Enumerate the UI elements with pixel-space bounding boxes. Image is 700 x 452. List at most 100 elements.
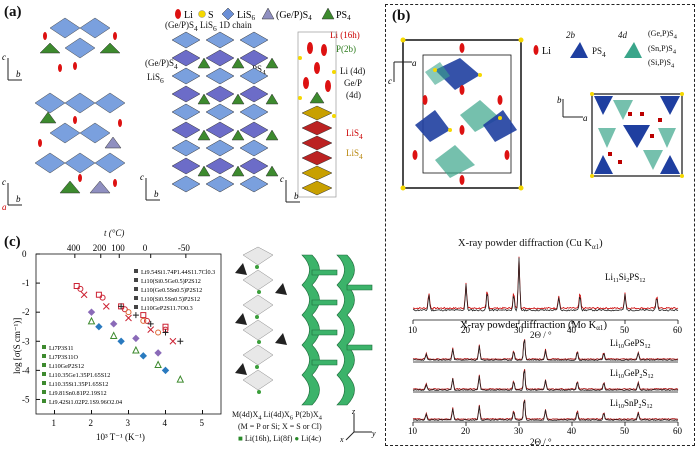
legend-right-item: Li10(Si0.5Sn0.5)P2S12 [141, 296, 200, 303]
lis6-octahedron [171, 175, 201, 193]
xrd-trace [412, 257, 679, 312]
data-point [117, 337, 125, 345]
svg-text:x: x [340, 435, 344, 444]
ps4-tetrahedron [197, 57, 211, 69]
xrd-cu-plot: 10 20 30 40 50 60 Li11Si2PS12 [408, 256, 683, 335]
xrd-mo-tick: 20 [461, 426, 471, 436]
structure-a-left [34, 17, 126, 194]
data-point [140, 312, 147, 319]
xrd-mo-tick: 40 [567, 426, 577, 436]
xrd-mo-sample: Li10GeP2S12 [610, 368, 654, 380]
axes-a-left-top: b c [2, 52, 22, 81]
svg-text:c: c [280, 174, 284, 184]
structure-a-right [297, 31, 337, 198]
data-point [169, 337, 177, 345]
data-point [87, 316, 96, 325]
svg-text:b: b [16, 194, 21, 204]
lis6-octahedron [205, 157, 235, 175]
xrd-cu-tick: 60 [673, 325, 683, 335]
y-tick: -3 [22, 336, 30, 346]
site-gep: Ge/P [344, 78, 362, 88]
data-point [125, 309, 132, 316]
data-point [162, 329, 169, 336]
ps4-tetrahedron [231, 93, 245, 105]
structure-a-chain [171, 31, 279, 193]
lis6-octahedron [171, 31, 201, 49]
x-tick: 2 [89, 418, 94, 428]
legend-left-item: Li7P3S11O [49, 354, 79, 361]
svg-text:a: a [583, 113, 588, 123]
lis6-octahedron [205, 49, 235, 67]
legend-left-item: Li10.35Si1.35P1.65S12 [49, 381, 108, 388]
ps4-tetrahedron [265, 165, 279, 177]
xrd-mo-tick: 50 [620, 426, 630, 436]
ps4-legend-icon [321, 7, 335, 20]
top-axis-label: t (°C) [104, 228, 125, 238]
lis6-legend-icon [221, 7, 235, 21]
data-point [109, 331, 118, 339]
data-point [177, 338, 184, 345]
lis6-octahedron [239, 85, 269, 103]
site-4d: (4d) [346, 90, 361, 100]
data-point [147, 320, 154, 327]
xrd-mo-sample: Li10SnP2S12 [610, 398, 653, 410]
lis6-octahedron [205, 85, 235, 103]
ps4-tetrahedron [197, 129, 211, 141]
legend-left-item: Li9.42Si1.02P2.1S9.96O2.04 [49, 399, 122, 406]
x-tick: 3 [126, 418, 131, 428]
panel-b-label: (b) [392, 8, 411, 24]
unit-cell-top [39, 17, 121, 72]
xrd-mo-sample: Li10GePS12 [610, 338, 651, 350]
site-li4d: Li (4d) [340, 66, 366, 76]
lis6-octahedron [239, 67, 269, 85]
lis6-octahedron [239, 103, 269, 121]
li-legend-icon [175, 9, 181, 19]
y-tick: -2 [22, 307, 30, 317]
ps4-tet-icon [570, 42, 588, 58]
data-point [144, 317, 150, 324]
svg-text:y: y [371, 429, 376, 438]
lis6-octahedron [205, 121, 235, 139]
top-tick: -50 [178, 243, 190, 253]
legend-right-item: Li9.54Si1.74P1.44S11.7Cl0.3 [141, 269, 215, 276]
tet-list: (Ge,P)S4 (Sn,P)S4 (Si,P)S4 [648, 29, 677, 70]
lis6-octahedron [239, 157, 269, 175]
xrd-cu-sample: Li11Si2PS12 [605, 272, 645, 284]
legend-gep: (Ge/P)S4 [276, 10, 312, 22]
legend-ps4: PS4 [336, 10, 351, 22]
svg-text:a: a [2, 202, 7, 210]
xrd-cu-tick: 30 [514, 325, 524, 335]
svg-text:b: b [16, 69, 21, 79]
data-point [132, 345, 140, 354]
panel-b-frame [385, 4, 695, 446]
data-point [132, 334, 140, 343]
lis6-octahedron [239, 121, 269, 139]
data-point [147, 326, 155, 333]
axes-a-left-bottom: b c a [2, 177, 22, 210]
panel-b-legend: Li [533, 45, 551, 57]
xrd-mo-plot: X-ray powder diffraction (Mo Kα1)Li10GeP… [408, 320, 683, 446]
top-tick: 200 [93, 243, 107, 253]
lis6-octahedron [239, 139, 269, 157]
panel-c-label: (c) [4, 234, 21, 250]
framework-caption-2: (M = P or Si; X = S or Cl) [238, 422, 322, 431]
lis6-octahedron [205, 67, 235, 85]
xrd-trace [412, 256, 679, 310]
ps4-tetrahedron [265, 57, 279, 69]
xrd-cu-title: X-ray powder diffraction (Cu Kα1) [458, 238, 603, 252]
data-point [154, 360, 162, 369]
label-gep-s4: (Ge/P)S4 [145, 58, 178, 71]
xrd-cu-tick: 20 [461, 325, 471, 335]
conductivity-plot: 1 2 3 4 5 0 -1 -2 -3 -4 -5 400 200 100 0 -50 10³ T⁻¹ (K⁻… [12, 243, 222, 442]
xrd-trace [412, 399, 679, 420]
lis6-octahedron [205, 31, 235, 49]
panel-a-legend: Li S LiS6 (Ge/P)S4 PS4 [175, 7, 351, 22]
xrd-cu-tick: 50 [620, 325, 630, 335]
data-point [140, 317, 147, 324]
lis6-octahedron [205, 175, 235, 193]
ps4-tetrahedron [197, 165, 211, 177]
lis6-octahedron [171, 49, 201, 67]
site-lis4-a: LiS4 [346, 128, 363, 141]
site-lis4-b: LiS4 [346, 148, 363, 161]
axes-a-mid: b c [140, 172, 160, 201]
